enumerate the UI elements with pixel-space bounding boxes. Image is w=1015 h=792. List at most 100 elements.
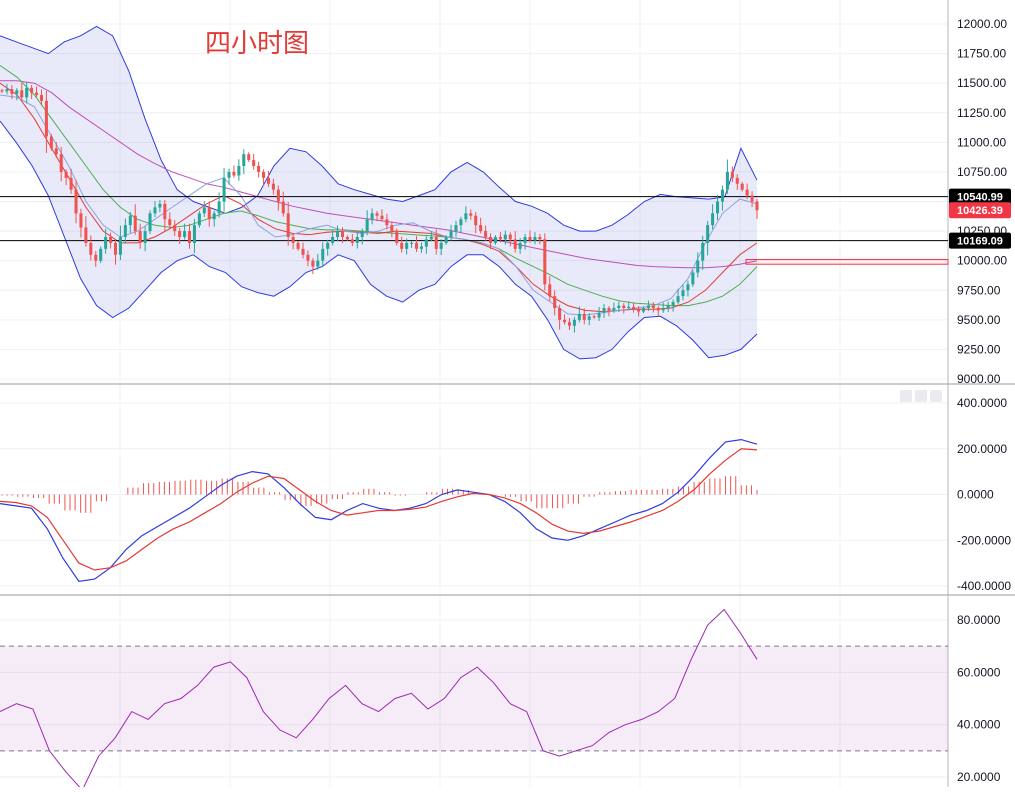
candle-body xyxy=(49,136,53,149)
candle-body xyxy=(143,231,147,243)
candle-body xyxy=(493,237,497,243)
candle-body xyxy=(158,203,162,208)
candle-body xyxy=(681,290,685,297)
candle-body xyxy=(380,215,384,220)
candle-body xyxy=(454,225,458,232)
candle-body xyxy=(336,231,340,237)
candle-body xyxy=(459,219,463,226)
candle-body xyxy=(153,207,157,214)
candle-body xyxy=(395,231,399,243)
candle-body xyxy=(227,171,231,178)
candle-body xyxy=(247,154,251,161)
candle-body xyxy=(370,213,374,220)
candle-body xyxy=(464,213,468,220)
candle-body xyxy=(548,284,552,297)
rsi-line xyxy=(0,608,758,791)
candle-body xyxy=(207,207,211,220)
candle-body xyxy=(222,177,226,202)
candle-body xyxy=(281,201,285,214)
candle-body xyxy=(69,177,73,190)
candle-body xyxy=(617,305,621,308)
candle-body xyxy=(553,296,557,308)
rsi-tick-label: 20.0000 xyxy=(957,770,1001,784)
candle-body xyxy=(607,308,611,311)
candle-body xyxy=(148,213,152,232)
price-label-badge xyxy=(949,202,1011,219)
price-label-text: 10540.99 xyxy=(957,192,1003,204)
candle-body xyxy=(163,203,167,220)
macd-pane[interactable] xyxy=(0,390,942,583)
macd-tick-label: 200.0000 xyxy=(957,442,1007,456)
candle-body xyxy=(558,308,562,320)
candle-body xyxy=(44,100,48,137)
candle-body xyxy=(513,239,517,249)
price-label-text: 10426.39 xyxy=(957,205,1003,217)
candle-body xyxy=(711,213,715,226)
macd-signal-line xyxy=(0,448,758,571)
candle-body xyxy=(414,242,419,249)
candle-body xyxy=(340,231,345,237)
candle-body xyxy=(192,225,196,243)
candle-body xyxy=(508,234,512,240)
candle-body xyxy=(276,189,280,202)
price-axis[interactable]: 12000.00 11750.00 11500.00 11250.00 11000.00… xyxy=(949,17,1011,784)
pane-control-button[interactable] xyxy=(915,390,927,402)
rsi-tick-label: 80.0000 xyxy=(957,613,1001,627)
candle-body xyxy=(64,171,68,178)
candle-body xyxy=(168,219,172,226)
candle-body xyxy=(592,316,596,318)
candle-body xyxy=(474,215,478,226)
price-tick-label: 10750.00 xyxy=(957,165,1007,179)
candle-body xyxy=(419,246,423,249)
candle-body xyxy=(597,312,601,318)
price-tick-label: 11750.00 xyxy=(957,47,1006,61)
ma-long-line xyxy=(0,80,758,269)
candle-body xyxy=(104,237,108,249)
macd-tick-label: 0.0000 xyxy=(957,488,994,502)
candle-body xyxy=(262,171,266,178)
candle-body xyxy=(400,242,404,249)
candle-body xyxy=(109,237,113,243)
candle-body xyxy=(498,237,502,240)
ma-mid-line xyxy=(0,82,758,313)
candle-body xyxy=(755,201,759,211)
candle-body xyxy=(99,248,103,261)
candle-body xyxy=(316,260,320,267)
candle-body xyxy=(138,231,142,243)
candle-body xyxy=(701,242,705,261)
candle-body xyxy=(202,207,206,214)
candle-body xyxy=(217,201,221,214)
rsi-band-fill xyxy=(0,646,948,751)
price-label-text: 10169.09 xyxy=(957,236,1003,248)
candle-body xyxy=(252,160,256,166)
pane-control-button[interactable] xyxy=(900,390,912,402)
candle-body xyxy=(242,154,246,166)
candle-body xyxy=(479,225,483,232)
price-pane[interactable] xyxy=(0,25,949,360)
candle-body xyxy=(355,237,359,243)
candle-body xyxy=(128,215,132,226)
candle-body xyxy=(563,319,567,323)
candle-body xyxy=(725,171,729,190)
candle-body xyxy=(360,231,364,237)
candle-body xyxy=(257,166,261,172)
candle-body xyxy=(350,239,354,243)
rsi-pane[interactable] xyxy=(0,608,948,791)
price-tick-label: 9250.00 xyxy=(957,342,1001,356)
pane-control-button[interactable] xyxy=(930,390,942,402)
candle-body xyxy=(321,248,325,261)
price-zone-rectangle xyxy=(745,258,949,265)
candle-body xyxy=(503,234,507,240)
candle-body xyxy=(523,237,527,243)
candle-body xyxy=(543,239,547,285)
candle-body xyxy=(602,308,606,313)
candle-body xyxy=(212,213,216,220)
candle-body xyxy=(345,237,349,240)
candle-body xyxy=(735,177,739,184)
candle-body xyxy=(291,237,295,243)
chart-title: 四小时图 xyxy=(205,28,309,58)
candle-body xyxy=(59,154,63,172)
